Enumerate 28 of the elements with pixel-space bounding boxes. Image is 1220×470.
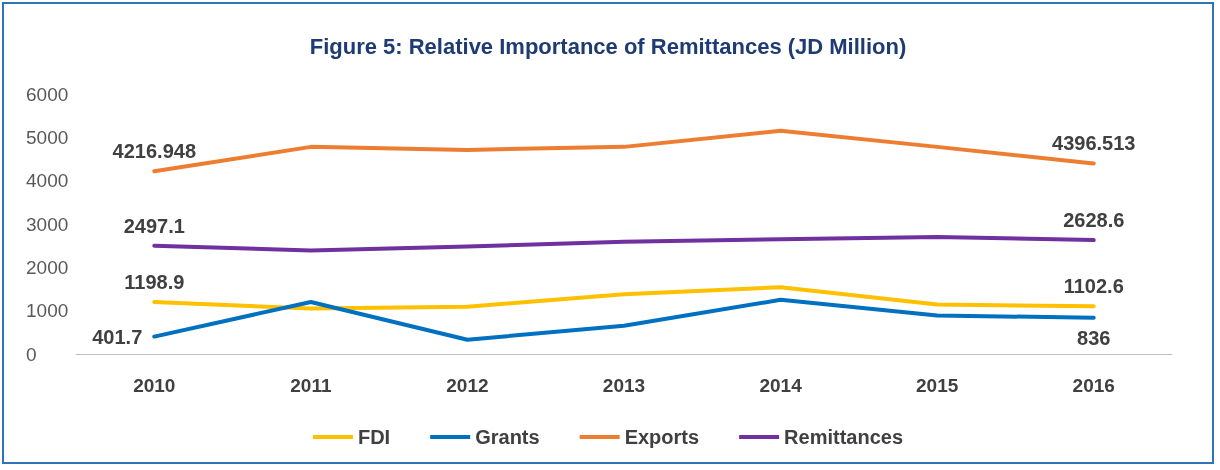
data-label: 401.7: [92, 325, 143, 348]
line-series: [152, 235, 1096, 253]
data-label: 836: [1077, 326, 1111, 349]
data-label: 4396.513: [1052, 132, 1136, 155]
data-label: 2497.1: [123, 214, 185, 237]
data-label: 1102.6: [1063, 275, 1124, 298]
x-tick-label: 2014: [759, 375, 803, 396]
x-tick-label: 2012: [446, 375, 489, 396]
x-tick-label: 2013: [602, 375, 646, 396]
legend-label: Remittances: [784, 426, 904, 448]
y-tick-label: 6000: [26, 83, 69, 105]
y-tick-label: 5000: [26, 126, 69, 148]
legend-label: Grants: [475, 426, 540, 448]
y-tick-label: 3000: [26, 213, 69, 235]
legend-label: Exports: [624, 426, 700, 448]
y-tick-label: 1000: [26, 300, 69, 322]
x-tick-label: 2016: [1072, 375, 1115, 396]
chart-title: Figure 5: Relative Importance of Remittances (JD Million): [309, 33, 907, 59]
x-tick-label: 2015: [916, 375, 959, 396]
data-label: 4216.948: [112, 140, 196, 163]
data-label: 1198.9: [124, 271, 185, 294]
y-tick-label: 4000: [26, 170, 69, 192]
x-tick-label: 2011: [290, 375, 332, 396]
y-tick-label: 0: [26, 343, 37, 365]
x-tick-label: 2010: [133, 375, 176, 396]
data-label: 2628.6: [1063, 209, 1125, 232]
y-tick-label: 2000: [26, 256, 69, 278]
legend-label: FDI: [357, 426, 391, 448]
